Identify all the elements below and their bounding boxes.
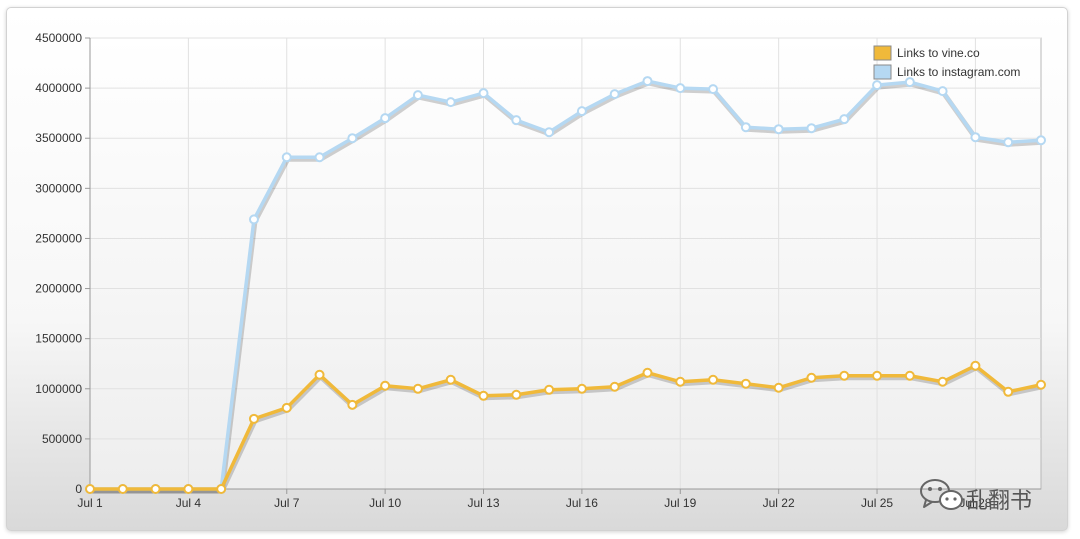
data-point[interactable]: [478, 88, 489, 99]
data-point[interactable]: [904, 77, 915, 88]
data-point[interactable]: [544, 384, 555, 395]
data-point[interactable]: [872, 370, 883, 381]
y-tick-label: 2500000: [35, 231, 82, 245]
data-point[interactable]: [183, 484, 194, 494]
series-line: [90, 363, 1042, 491]
data-point[interactable]: [806, 123, 817, 134]
data-point[interactable]: [839, 114, 850, 125]
data-point[interactable]: [740, 378, 751, 389]
y-tick-label: 4500000: [35, 31, 82, 45]
data-point[interactable]: [412, 383, 423, 394]
data-point[interactable]: [445, 374, 456, 385]
data-point[interactable]: [445, 97, 456, 108]
data-point[interactable]: [1036, 135, 1046, 146]
data-point[interactable]: [511, 115, 522, 126]
data-point[interactable]: [740, 122, 751, 133]
x-tick-label: Jul 1: [77, 496, 103, 510]
data-point[interactable]: [806, 372, 817, 383]
data-point[interactable]: [970, 360, 981, 371]
data-point[interactable]: [216, 484, 227, 494]
x-tick-label: Jul 25: [861, 496, 893, 510]
legend-item[interactable]: Links to instagram.com: [873, 64, 1020, 80]
legend-label: Links to vine.co: [897, 46, 980, 60]
data-point[interactable]: [773, 124, 784, 135]
y-tick-label: 2000000: [35, 282, 82, 296]
data-point[interactable]: [478, 390, 489, 401]
series-1: [85, 76, 1046, 494]
data-point[interactable]: [904, 370, 915, 381]
data-point[interactable]: [708, 374, 719, 385]
data-point[interactable]: [281, 152, 292, 163]
data-point[interactable]: [347, 399, 358, 410]
y-tick-label: 1500000: [35, 332, 82, 346]
data-point[interactable]: [248, 413, 259, 424]
data-point[interactable]: [314, 152, 325, 163]
legend[interactable]: Links to vine.co Links to instagram.com: [873, 45, 1020, 80]
data-point[interactable]: [642, 76, 653, 87]
legend-item[interactable]: Links to vine.co: [873, 45, 980, 61]
series-line-shadow: [91, 365, 1043, 494]
data-point[interactable]: [1036, 379, 1046, 390]
x-tick-label: Jul 16: [566, 496, 598, 510]
y-tick-label: 1000000: [35, 382, 82, 396]
y-axis: 0 500000 1000000 1500000 2000000 2500000 30000…: [35, 31, 91, 496]
x-tick-label: Jul 10: [369, 496, 401, 510]
data-point[interactable]: [970, 132, 981, 143]
x-tick-label: Jul 7: [274, 496, 300, 510]
data-point[interactable]: [872, 80, 883, 91]
data-point[interactable]: [576, 383, 587, 394]
chart-panel: 0 500000 1000000 1500000 2000000 2500000 30000…: [6, 7, 1068, 531]
watermark: 乱翻书: [920, 479, 1032, 513]
y-tick-label: 500000: [42, 432, 82, 446]
data-point[interactable]: [347, 133, 358, 144]
y-tick-label: 3500000: [35, 131, 82, 145]
line-chart: 0 500000 1000000 1500000 2000000 2500000 30000…: [35, 31, 1046, 513]
x-tick-label: Jul 22: [763, 496, 795, 510]
data-point[interactable]: [576, 106, 587, 117]
x-tick-label: Jul 13: [468, 496, 500, 510]
data-point[interactable]: [511, 389, 522, 400]
y-tick-label: 4000000: [35, 81, 82, 95]
legend-swatch: [873, 45, 892, 61]
series-line: [90, 79, 1042, 491]
x-axis: Jul 1 Jul 4 Jul 7 Jul 10 Jul 13 Jul 16 Jul 19 J…: [77, 488, 1041, 510]
data-point[interactable]: [937, 376, 948, 387]
y-tick-label: 0: [75, 482, 82, 496]
data-point[interactable]: [675, 83, 686, 94]
data-point[interactable]: [150, 484, 161, 494]
data-point[interactable]: [85, 484, 95, 494]
data-point[interactable]: [708, 84, 719, 95]
data-point[interactable]: [248, 214, 259, 225]
watermark-text: 乱翻书: [966, 488, 1032, 513]
data-point[interactable]: [281, 402, 292, 413]
data-point[interactable]: [609, 89, 620, 100]
x-tick-label: Jul 19: [664, 496, 696, 510]
data-point[interactable]: [380, 113, 391, 124]
x-tick-label: Jul 28: [959, 496, 991, 510]
wechat-icon: [920, 479, 963, 510]
x-tick-label: Jul 4: [176, 496, 202, 510]
series-layer: [85, 76, 1046, 494]
data-point[interactable]: [412, 90, 423, 101]
data-point[interactable]: [544, 127, 555, 138]
series-0: [85, 360, 1046, 494]
y-tick-label: 3000000: [35, 181, 82, 195]
data-point[interactable]: [675, 376, 686, 387]
data-point[interactable]: [380, 380, 391, 391]
legend-label: Links to instagram.com: [897, 65, 1020, 79]
data-point[interactable]: [1003, 137, 1014, 148]
data-point[interactable]: [937, 86, 948, 97]
data-point[interactable]: [117, 484, 128, 494]
legend-swatch: [873, 64, 892, 80]
data-point[interactable]: [642, 367, 653, 378]
data-point[interactable]: [609, 381, 620, 392]
data-point[interactable]: [1003, 386, 1014, 397]
data-point[interactable]: [773, 382, 784, 393]
data-point[interactable]: [314, 369, 325, 380]
data-point[interactable]: [839, 370, 850, 381]
